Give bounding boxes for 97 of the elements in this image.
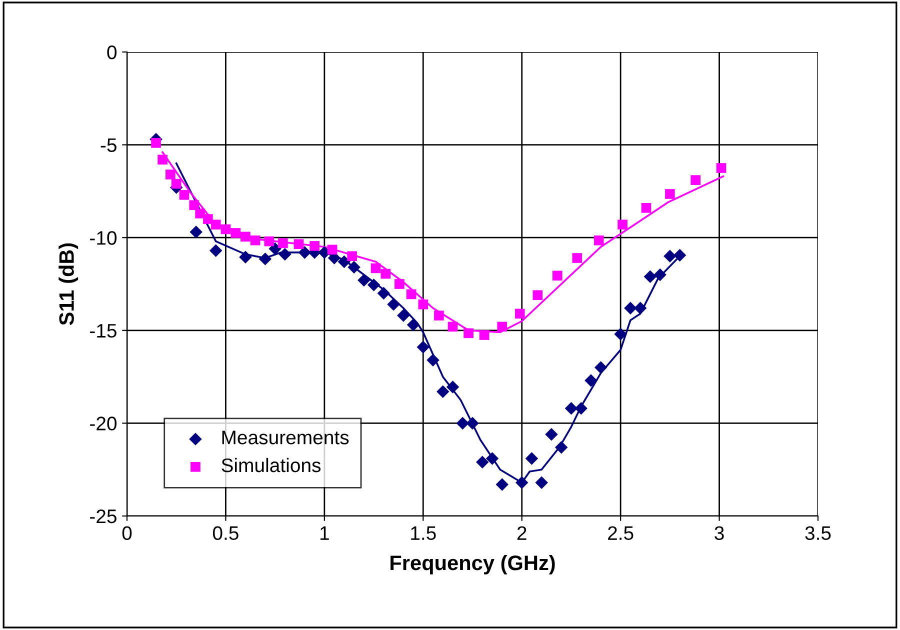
legend-label: Simulations — [222, 458, 321, 472]
point — [209, 244, 222, 257]
point — [327, 244, 338, 255]
point — [189, 200, 200, 210]
point — [476, 456, 489, 469]
point — [278, 238, 288, 248]
point — [654, 268, 666, 282]
point — [151, 138, 161, 148]
y-tick-label: -5 — [100, 138, 116, 152]
point — [195, 208, 205, 218]
point — [220, 224, 231, 234]
point — [574, 402, 588, 415]
x-axis-title: Frequency (GHz) — [390, 554, 555, 574]
point — [171, 178, 182, 189]
point — [634, 302, 647, 314]
y-tick-label: -15 — [90, 324, 116, 338]
point — [456, 416, 469, 430]
point — [535, 476, 548, 489]
point — [397, 309, 410, 322]
point — [264, 236, 274, 246]
x-tick-label: 0.5 — [212, 526, 238, 540]
point — [394, 279, 404, 289]
point — [338, 255, 351, 268]
point — [624, 302, 637, 314]
point — [479, 330, 490, 340]
x-tick-label: 2.5 — [608, 526, 634, 540]
point — [515, 476, 528, 489]
point — [258, 252, 272, 266]
point — [179, 190, 190, 200]
y-axis-title: S11 (dB) — [58, 243, 78, 326]
x-tick-label: 2 — [517, 526, 526, 540]
point — [618, 220, 628, 230]
point — [310, 241, 320, 251]
legend-label: Measurements — [222, 430, 349, 444]
point — [380, 268, 391, 279]
point — [525, 452, 538, 465]
point — [552, 270, 562, 281]
point — [426, 354, 440, 366]
point — [532, 290, 543, 300]
point — [434, 310, 444, 320]
point — [377, 286, 390, 300]
point — [203, 214, 213, 224]
point — [716, 163, 726, 173]
point — [644, 270, 657, 283]
point — [673, 248, 686, 262]
point — [466, 416, 479, 430]
point — [614, 328, 627, 340]
point — [367, 278, 380, 292]
point — [594, 361, 608, 374]
point — [348, 260, 360, 274]
point — [294, 239, 304, 250]
point — [190, 226, 202, 238]
point — [166, 170, 176, 180]
point — [387, 298, 400, 311]
point — [406, 289, 416, 300]
point — [358, 274, 370, 287]
point — [497, 322, 508, 332]
point — [448, 322, 458, 332]
point — [690, 175, 701, 185]
point — [406, 318, 420, 332]
point — [230, 228, 240, 238]
point — [278, 248, 292, 261]
point — [268, 242, 282, 256]
point — [564, 402, 578, 415]
point — [464, 328, 474, 338]
y-tick-label: -10 — [90, 231, 117, 245]
point — [239, 250, 252, 264]
x-tick-label: 0 — [122, 526, 132, 540]
point — [370, 263, 381, 274]
point — [641, 202, 652, 213]
point — [514, 308, 525, 319]
y-tick-label: 0 — [107, 45, 117, 60]
x-tick-label: 3.5 — [805, 526, 831, 540]
x-tick-label: 3 — [714, 526, 724, 540]
point — [594, 235, 604, 246]
point — [486, 452, 499, 465]
point — [496, 478, 508, 491]
point — [665, 189, 675, 199]
point — [545, 428, 558, 441]
point — [158, 154, 168, 165]
point — [240, 232, 250, 242]
point — [664, 250, 676, 263]
x-tick-label: 1.5 — [411, 526, 436, 540]
point — [347, 251, 357, 262]
point — [210, 220, 221, 230]
point — [554, 440, 568, 454]
point — [584, 374, 598, 387]
point — [436, 385, 450, 398]
point — [298, 246, 312, 259]
y-tick-label: -20 — [90, 416, 117, 430]
point — [418, 300, 428, 310]
point — [416, 340, 430, 354]
point — [250, 235, 260, 246]
point — [572, 253, 582, 263]
x-tick-label: 1 — [320, 526, 329, 540]
point — [446, 380, 460, 394]
y-tick-label: -25 — [90, 509, 116, 524]
